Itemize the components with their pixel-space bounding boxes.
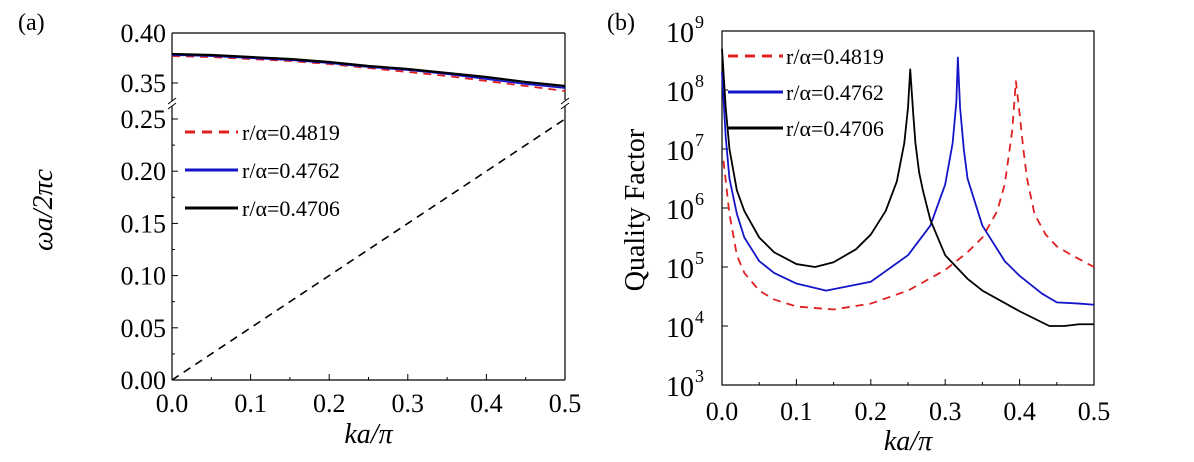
x-tick-label-b: 0.5 — [1078, 397, 1111, 426]
x-axis-label-a: ka/π — [344, 419, 393, 450]
x-tick-label-a: 0.2 — [313, 389, 346, 418]
legend-label-a: r/α=0.4819 — [242, 120, 340, 145]
x-tick-label-a: 0.4 — [470, 389, 503, 418]
y-tick-exponent-b: 8 — [695, 71, 704, 91]
x-tick-label-b: 0.2 — [855, 397, 888, 426]
x-tick-label-b: 0.3 — [929, 397, 962, 426]
y-tick-label-b: 10 — [666, 372, 694, 403]
series-line-b — [721, 48, 1094, 327]
y-tick-exponent-b: 5 — [695, 248, 704, 268]
y-tick-label-a: 0.40 — [121, 19, 167, 48]
axis-break-mark-right — [560, 102, 570, 110]
panel-label-b: (b) — [607, 10, 635, 36]
y-tick-label-a: 0.25 — [121, 105, 167, 134]
legend-label-b: r/α=0.4762 — [786, 80, 884, 105]
x-tick-label-b: 0.0 — [706, 397, 739, 426]
y-tick-label-b: 10 — [666, 254, 694, 285]
y-tick-label-a: 0.15 — [121, 209, 167, 238]
y-tick-label-b: 10 — [666, 313, 694, 344]
x-tick-label-a: 0.1 — [234, 389, 267, 418]
x-tick-label-a: 0.5 — [549, 389, 582, 418]
series-line-a-r/α=0.4762 — [171, 54, 566, 89]
series-line-b — [722, 80, 1095, 311]
x-tick-label-a: 0.0 — [156, 389, 189, 418]
x-tick-label-b: 0.4 — [1003, 397, 1036, 426]
y-tick-label-b: 10 — [666, 18, 694, 49]
y-tick-exponent-b: 9 — [695, 12, 704, 32]
y-tick-label-b: 10 — [666, 195, 694, 226]
series-line-a-r/α=0.4706 — [171, 52, 566, 88]
y-tick-label-a: 0.00 — [121, 366, 167, 395]
y-tick-label-a: 0.35 — [121, 69, 167, 98]
legend-label-b: r/α=0.4819 — [786, 44, 884, 69]
x-axis-label-b: ka/π — [884, 426, 933, 457]
y-tick-exponent-b: 6 — [695, 189, 704, 209]
y-tick-exponent-b: 4 — [695, 307, 704, 327]
series-line-b — [721, 56, 1095, 306]
axis-break-mark-left — [167, 97, 177, 105]
x-tick-label-b: 0.1 — [780, 397, 813, 426]
y-tick-label-b: 10 — [666, 77, 694, 108]
legend-label-a: r/α=0.4762 — [242, 158, 340, 183]
legend-label-b: r/α=0.4706 — [786, 116, 884, 141]
panel-label-a: (a) — [18, 10, 45, 36]
axis-break-mark-right — [560, 97, 570, 105]
y-tick-label-a: 0.20 — [121, 157, 167, 186]
y-tick-label-a: 0.10 — [121, 262, 167, 291]
series-line-a-light-line — [171, 118, 566, 381]
y-axis-label-b: Quality Factor — [620, 128, 651, 291]
y-tick-label-b: 10 — [666, 136, 694, 167]
y-tick-exponent-b: 7 — [695, 130, 704, 150]
legend-label-a: r/α=0.4706 — [242, 196, 340, 221]
series-line-a-r/α=0.4819 — [171, 55, 566, 92]
x-tick-label-a: 0.3 — [392, 389, 425, 418]
y-tick-exponent-b: 3 — [695, 366, 704, 386]
y-tick-label-a: 0.05 — [121, 314, 167, 343]
y-axis-label-a: ωa/2πc — [28, 168, 59, 251]
axis-break-mark-left — [167, 102, 177, 110]
plot-frame-b — [721, 30, 1095, 386]
